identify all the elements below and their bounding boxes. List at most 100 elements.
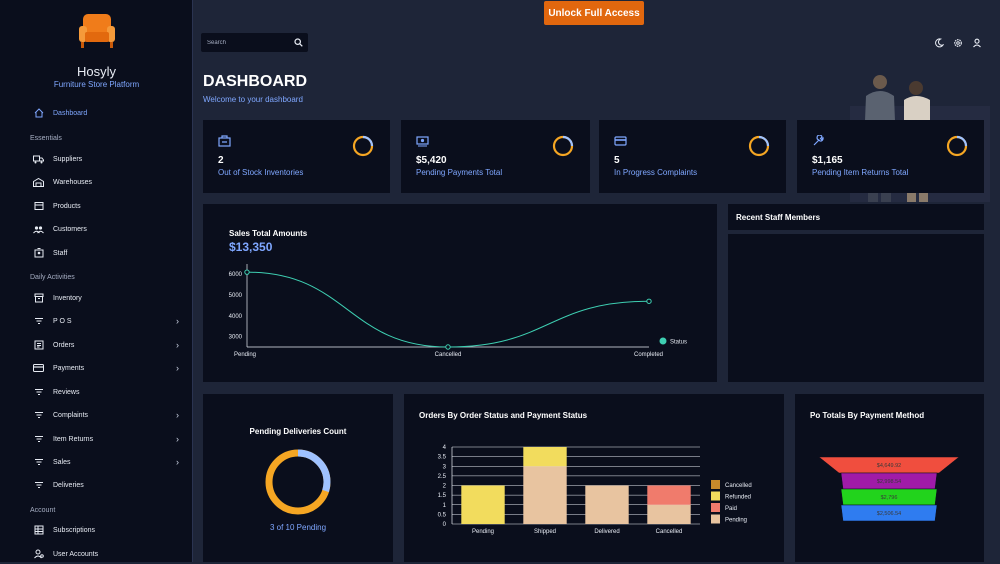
unlock-full-access-button[interactable]: Unlock Full Access bbox=[544, 1, 644, 25]
user-profile-icon[interactable] bbox=[972, 38, 982, 48]
chevron-right-icon: › bbox=[176, 457, 179, 467]
bar-segment[interactable] bbox=[585, 485, 629, 525]
bar-segment[interactable] bbox=[523, 447, 567, 467]
sidebar-item-label: Payments bbox=[53, 364, 85, 372]
po-chart-panel: Po Totals By Payment Method $4,649.92 $2,… bbox=[795, 394, 984, 562]
sidebar-item-deliveries[interactable]: Deliveries bbox=[0, 475, 193, 495]
card-icon bbox=[614, 136, 627, 146]
y-tick-label: 3 bbox=[443, 464, 447, 470]
section-account: Account bbox=[30, 507, 56, 514]
sidebar-item-sales[interactable]: Sales › bbox=[0, 452, 193, 472]
sidebar-item-pos[interactable]: P O S › bbox=[0, 311, 193, 331]
sales-total-value: $13,350 bbox=[229, 240, 273, 254]
legend-label: Cancelled bbox=[725, 483, 752, 489]
dark-mode-moon-icon[interactable] bbox=[934, 38, 944, 48]
pending-deliveries-panel: Pending Deliveries Count 3 of 10 Pending bbox=[203, 394, 393, 562]
donut-pending-arc bbox=[265, 449, 331, 515]
data-point[interactable] bbox=[646, 298, 652, 304]
section-essentials: Essentials bbox=[30, 135, 62, 142]
page-subtitle: Welcome to your dashboard bbox=[203, 95, 303, 104]
chevron-right-icon: › bbox=[176, 340, 179, 350]
card-icon bbox=[33, 363, 44, 374]
search-input[interactable] bbox=[207, 37, 287, 48]
legend-swatch bbox=[711, 480, 720, 489]
sidebar-item-label: Suppliers bbox=[53, 155, 83, 163]
stat-card-item-returns: $1,165 Pending Item Returns Total bbox=[797, 120, 984, 193]
legend-swatch bbox=[711, 503, 720, 512]
sidebar-item-label: Subscriptions bbox=[53, 526, 96, 534]
sidebar-item-payments[interactable]: Payments › bbox=[0, 358, 193, 378]
po-chart-title: Po Totals By Payment Method bbox=[810, 411, 925, 420]
box-icon bbox=[33, 201, 44, 212]
bar-segment[interactable] bbox=[461, 485, 505, 525]
stat-label: In Progress Complaints bbox=[614, 168, 698, 177]
funnel-segment[interactable] bbox=[818, 456, 960, 474]
grid-icon bbox=[33, 525, 44, 536]
progress-ring bbox=[352, 135, 374, 157]
funnel-value-label: $4,649.92 bbox=[877, 463, 901, 469]
recent-staff-header: Recent Staff Members bbox=[728, 204, 984, 230]
brand-tagline: Furniture Store Platform bbox=[53, 80, 140, 89]
data-point[interactable] bbox=[244, 269, 250, 275]
sidebar-item-user-accounts[interactable]: User Accounts bbox=[0, 544, 193, 564]
sidebar-item-label: Inventory bbox=[53, 294, 82, 302]
sidebar-item-label: Staff bbox=[53, 249, 68, 257]
search-box bbox=[201, 33, 308, 52]
users-icon bbox=[33, 224, 44, 235]
x-tick-label: Completed bbox=[634, 352, 663, 358]
x-tick-label: Pending bbox=[472, 529, 494, 535]
filter-icon bbox=[33, 480, 44, 491]
box-icon bbox=[218, 135, 231, 147]
sidebar-item-suppliers[interactable]: Suppliers bbox=[0, 149, 193, 169]
sidebar-item-complaints[interactable]: Complaints › bbox=[0, 405, 193, 425]
armchair-logo-icon bbox=[79, 14, 115, 48]
legend-label: Pending bbox=[725, 518, 747, 524]
sidebar-item-label: Products bbox=[53, 202, 81, 210]
sidebar-item-products[interactable]: Products bbox=[0, 196, 193, 216]
sidebar-item-subscriptions[interactable]: Subscriptions bbox=[0, 520, 193, 540]
bar-segment[interactable] bbox=[647, 504, 691, 524]
stat-value: 2 bbox=[218, 155, 224, 166]
y-tick-label: 3.5 bbox=[438, 455, 447, 461]
y-tick-label: 2.5 bbox=[438, 474, 447, 480]
filter-icon bbox=[33, 387, 44, 398]
y-tick-label: 0.5 bbox=[438, 512, 447, 518]
x-tick-label: Delivered bbox=[594, 529, 619, 535]
stat-value: $5,420 bbox=[416, 155, 447, 166]
orders-bar-chart: 0 0.5 1 1.5 2 2.5 3 3.5 4 Pending Shipped Delivered… bbox=[438, 445, 752, 535]
sidebar-item-orders[interactable]: Orders › bbox=[0, 335, 193, 355]
sales-chart-panel: Sales Total Amounts $13,350 3000 4000 5000… bbox=[203, 204, 717, 382]
legend-swatch bbox=[711, 514, 720, 524]
sidebar-item-staff[interactable]: Staff bbox=[0, 243, 193, 263]
sidebar-item-label: Reviews bbox=[53, 388, 80, 396]
sidebar-item-label: Warehouses bbox=[53, 178, 93, 186]
sidebar-item-label: Dashboard bbox=[53, 109, 88, 117]
sidebar-item-label: Complaints bbox=[53, 411, 89, 419]
stat-card-complaints: 5 In Progress Complaints bbox=[599, 120, 786, 193]
sidebar-item-reviews[interactable]: Reviews bbox=[0, 382, 193, 402]
stat-card-out-of-stock: 2 Out of Stock Inventories bbox=[203, 120, 390, 193]
search-icon[interactable] bbox=[294, 38, 303, 47]
y-tick-label: 2 bbox=[443, 484, 447, 490]
funnel-segment[interactable] bbox=[840, 504, 938, 522]
sidebar-item-customers[interactable]: Customers bbox=[0, 219, 193, 239]
sidebar-item-inventory[interactable]: Inventory bbox=[0, 288, 193, 308]
bar-segment[interactable] bbox=[647, 485, 691, 505]
pending-deliveries-title: Pending Deliveries Count bbox=[249, 427, 347, 436]
sales-line-chart: 3000 4000 5000 6000 Pending Cancelled Complete… bbox=[229, 264, 687, 358]
po-funnel-chart: $4,649.92 $2,998.54 $2,796 $2,506.54 bbox=[818, 456, 960, 522]
archive-icon bbox=[33, 293, 44, 304]
sidebar-item-item-returns[interactable]: Item Returns › bbox=[0, 429, 193, 449]
legend-marker bbox=[659, 337, 667, 345]
settings-gear-icon[interactable] bbox=[953, 38, 963, 48]
x-tick-label: Cancelled bbox=[435, 352, 462, 358]
sidebar-item-warehouses[interactable]: Warehouses bbox=[0, 172, 193, 192]
stat-value: 5 bbox=[614, 155, 620, 166]
sidebar: Hosyly Furniture Store Platform Dashboar… bbox=[0, 0, 193, 562]
sidebar-item-label: P O S bbox=[53, 317, 72, 325]
sidebar-item-dashboard[interactable]: Dashboard bbox=[0, 103, 193, 123]
bar-segment[interactable] bbox=[523, 466, 567, 524]
data-point[interactable] bbox=[445, 344, 451, 350]
filter-icon bbox=[33, 410, 44, 421]
sales-chart-title: Sales Total Amounts bbox=[229, 229, 308, 238]
